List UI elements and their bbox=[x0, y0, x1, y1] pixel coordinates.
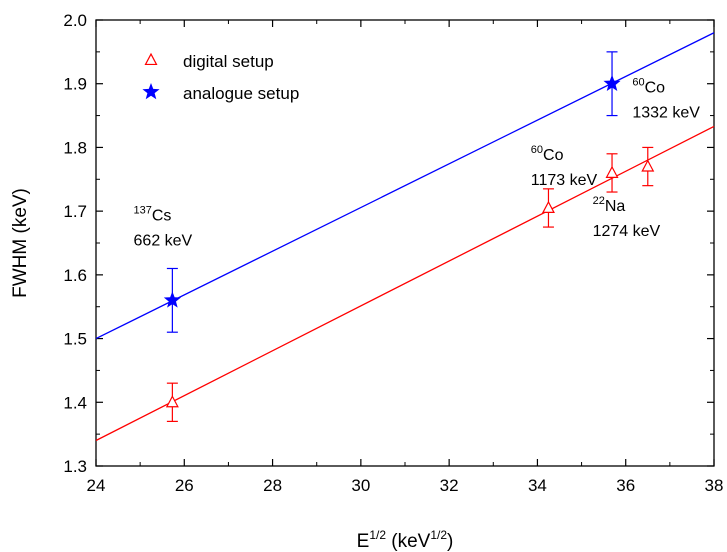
y-tick-label: 2.0 bbox=[63, 11, 87, 30]
y-tick-label: 1.9 bbox=[63, 75, 87, 94]
fit-line-analogue bbox=[95, 32, 715, 340]
y-tick-label: 1.5 bbox=[63, 330, 87, 349]
legend: digital setup analogue setup bbox=[142, 52, 299, 103]
data-point-digital bbox=[605, 165, 619, 178]
isotope-label: 60Co bbox=[531, 144, 564, 164]
legend-label-digital-setup: digital setup bbox=[183, 52, 274, 71]
isotope-element: Co bbox=[543, 147, 564, 164]
energy-label: 662 keV bbox=[134, 233, 193, 250]
isotope-label: 60Co bbox=[632, 77, 665, 97]
energy-label: 1332 keV bbox=[632, 105, 700, 122]
y-tick-label: 1.8 bbox=[63, 138, 87, 157]
data-point-digital bbox=[641, 159, 655, 172]
legend-label-analogue-setup: analogue setup bbox=[183, 84, 299, 103]
legend-marker-digital-setup bbox=[144, 52, 158, 66]
energy-label: 1274 keV bbox=[593, 223, 661, 240]
isotope-mass-number: 60 bbox=[632, 77, 644, 89]
x-axis-title: E1/2 (keV1/2) bbox=[357, 528, 454, 552]
x-axis-title-unit-exponent: 1/2 bbox=[430, 528, 447, 542]
isotope-mass-number: 137 bbox=[134, 205, 152, 217]
x-tick-label: 30 bbox=[351, 476, 370, 495]
x-tick-label: 34 bbox=[528, 476, 547, 495]
y-axis-title: FWHM (keV) bbox=[10, 188, 31, 298]
data-points bbox=[163, 51, 655, 422]
x-tick-label: 32 bbox=[440, 476, 459, 495]
x-tick-label: 24 bbox=[87, 476, 106, 495]
axes: 24 26 28 30 32 34 36 38 1.3 1.4 1.5 1.6 1.7 1.8 1.9 2.0 bbox=[63, 11, 723, 495]
isotope-mass-number: 22 bbox=[593, 195, 605, 207]
isotope-element: Na bbox=[605, 198, 626, 215]
x-axis-title-exponent: 1/2 bbox=[369, 528, 386, 542]
isotope-element: Co bbox=[645, 80, 666, 97]
y-tick-label: 1.7 bbox=[63, 202, 87, 221]
energy-label: 1173 keV bbox=[531, 172, 598, 189]
data-point-digital bbox=[165, 395, 179, 408]
isotope-label: 22Na bbox=[593, 195, 626, 215]
x-axis-title-unit-open: (keV bbox=[386, 531, 431, 552]
y-tick-label: 1.6 bbox=[63, 266, 87, 285]
data-point-analogue bbox=[603, 74, 621, 91]
legend-marker-analogue-setup bbox=[142, 83, 160, 100]
x-axis-title-unit-close: ) bbox=[447, 531, 453, 552]
isotope-label: 137Cs bbox=[134, 205, 172, 225]
x-axis-title-base: E bbox=[357, 531, 370, 552]
x-tick-label: 28 bbox=[263, 476, 282, 495]
x-tick-label: 26 bbox=[175, 476, 194, 495]
x-tick-label: 38 bbox=[705, 476, 724, 495]
data-point-digital bbox=[541, 200, 555, 214]
x-tick-label: 36 bbox=[616, 476, 635, 495]
legend-triangle-icon bbox=[144, 52, 158, 66]
y-tick-label: 1.3 bbox=[63, 457, 87, 476]
legend-star-icon bbox=[142, 83, 160, 100]
y-tick-label: 1.4 bbox=[63, 393, 87, 412]
data-point-analogue bbox=[163, 291, 181, 308]
fit-line-digital bbox=[95, 125, 715, 442]
isotope-element: Cs bbox=[152, 208, 172, 225]
isotope-mass-number: 60 bbox=[531, 144, 543, 156]
